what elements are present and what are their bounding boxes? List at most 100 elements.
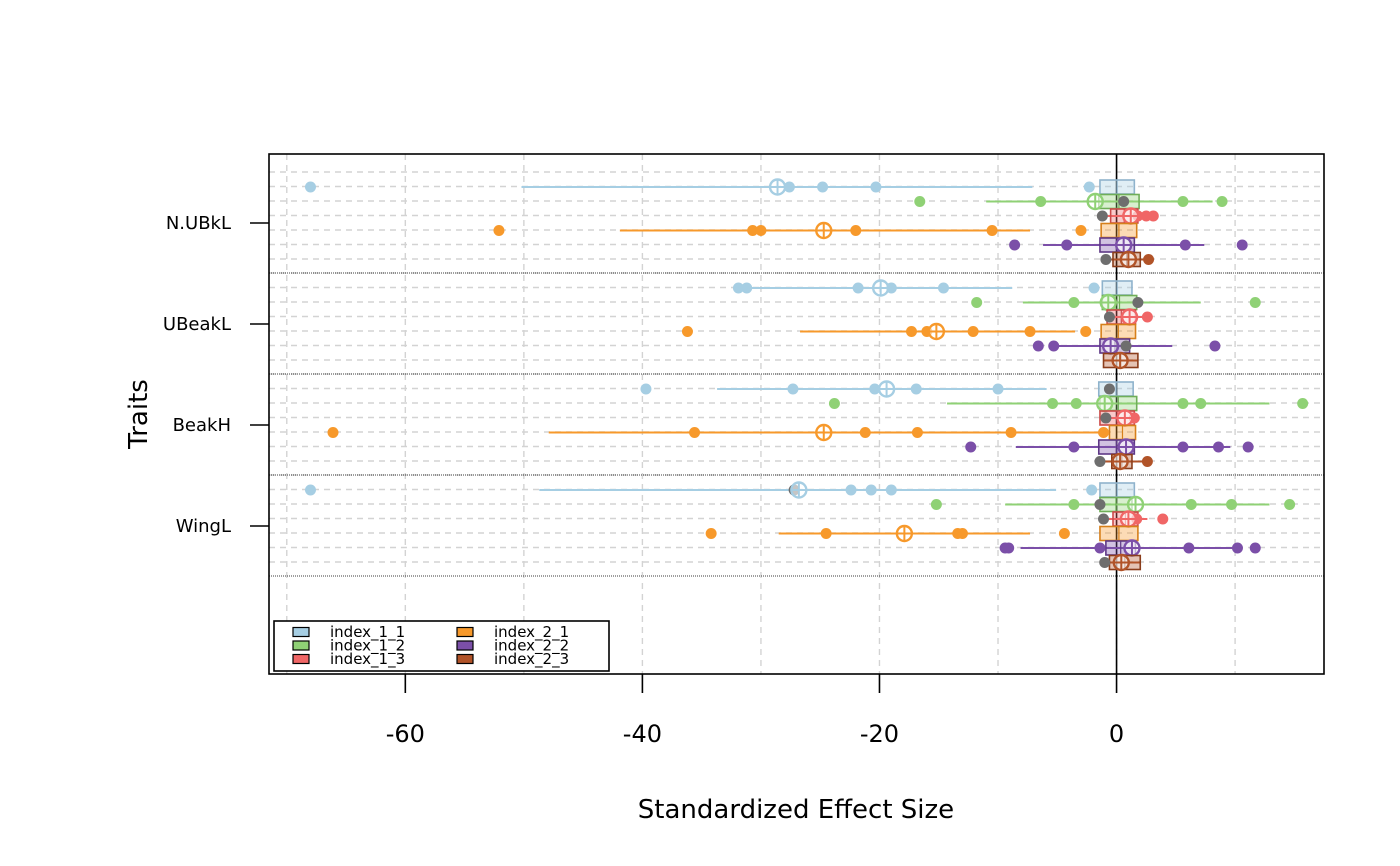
data-point <box>1068 499 1080 510</box>
row-UBeakL-index_2_1 <box>681 322 1137 341</box>
legend-box <box>273 620 610 672</box>
data-point <box>817 181 829 193</box>
row-BeakH-index_2_2 <box>965 438 1254 456</box>
data-point <box>783 181 795 193</box>
data-point <box>1226 499 1238 510</box>
legend-swatch-index_2_2 <box>456 640 474 651</box>
data-point <box>1177 398 1189 409</box>
data-point <box>956 528 968 539</box>
legend-swatch-index_2_1 <box>456 626 474 638</box>
data-point <box>971 297 983 308</box>
extra-point <box>1094 499 1106 510</box>
legend-swatch-index_2_3 <box>456 653 474 665</box>
row-N.UBkL-index_1_1 <box>304 178 1136 196</box>
extra-point <box>1096 210 1108 222</box>
data-point <box>859 427 871 438</box>
legend-swatch-index_1_1 <box>292 626 310 638</box>
data-point <box>1284 499 1296 510</box>
row-WingL-index_1_1 <box>304 481 1136 499</box>
data-point <box>820 528 832 539</box>
row-N.UBkL-index_1_2 <box>914 192 1228 211</box>
row-N.UBkL-index_1_3 <box>1096 207 1159 225</box>
data-point <box>689 427 701 438</box>
data-point <box>1147 210 1159 222</box>
data-point <box>850 225 862 236</box>
row-WingL-index_2_1 <box>705 524 1139 543</box>
data-point <box>1231 542 1243 554</box>
data-point <box>1024 326 1036 337</box>
data-point <box>845 484 857 496</box>
data-point <box>1216 196 1228 207</box>
legend-label-index_2_2: index_2_2 <box>494 637 569 656</box>
extra-point <box>1118 196 1130 207</box>
extra-point <box>1120 340 1132 352</box>
data-point <box>741 282 753 294</box>
plot-frame <box>268 153 1325 675</box>
data-point <box>1047 398 1059 409</box>
trait-label-UBeakL: UBeakL <box>163 314 231 335</box>
row-BeakH-index_2_3 <box>1094 452 1153 471</box>
legend-label-index_2_1: index_2_1 <box>494 623 569 642</box>
data-point <box>1297 398 1309 409</box>
legend-label-index_2_3: index_2_3 <box>494 650 569 669</box>
data-point <box>986 225 998 236</box>
extra-point <box>1100 254 1112 265</box>
legend-swatch-index_1_3 <box>292 653 310 665</box>
extra-point <box>1100 412 1112 424</box>
row-N.UBkL-index_2_3 <box>1100 250 1155 269</box>
data-point <box>1075 225 1087 236</box>
extra-point <box>1094 456 1106 467</box>
trait-label-BeakH: BeakH <box>173 415 231 436</box>
row-WingL-index_2_3 <box>1099 553 1142 572</box>
row-WingL-index_1_3 <box>1098 510 1169 528</box>
data-point <box>1068 441 1080 453</box>
data-point <box>828 398 840 409</box>
data-point <box>1032 340 1044 352</box>
data-point <box>1094 542 1106 554</box>
data-point <box>885 484 897 496</box>
data-point <box>1143 254 1155 265</box>
data-point <box>1061 239 1073 251</box>
data-point <box>1088 282 1100 294</box>
data-point <box>869 383 881 395</box>
data-point <box>640 383 652 395</box>
data-point <box>1249 542 1261 554</box>
data-point <box>1236 239 1248 251</box>
x-axis: -60 -40 -20 0 <box>386 674 1124 748</box>
x-tick-label: -60 <box>386 720 425 748</box>
data-point <box>865 484 877 496</box>
data-point <box>1213 441 1224 453</box>
data-point <box>1183 542 1195 554</box>
extra-point <box>1098 513 1110 525</box>
data-point <box>1005 427 1017 438</box>
row-N.UBkL-index_2_1 <box>493 221 1138 240</box>
row-BeakH-index_1_3 <box>1099 409 1140 427</box>
data-point <box>905 326 917 337</box>
row-UBeakL-index_2_2 <box>1032 337 1221 355</box>
data-point <box>1157 513 1169 525</box>
extra-point <box>1099 557 1111 568</box>
data-point <box>493 225 505 236</box>
row-UBeakL-index_1_1 <box>732 279 1133 297</box>
data-point <box>1177 441 1189 453</box>
data-point <box>755 225 767 236</box>
data-point <box>1141 456 1153 467</box>
data-point <box>1009 239 1021 251</box>
data-point <box>747 225 759 236</box>
row-BeakH-index_2_1 <box>327 423 1137 442</box>
data-point <box>870 181 882 193</box>
data-point <box>911 427 923 438</box>
data-point <box>1086 484 1098 496</box>
trait-label-WingL: WingL <box>176 516 231 537</box>
row-BeakH-index_1_1 <box>640 380 1134 398</box>
x-axis-title: Standardized Effect Size <box>638 795 954 825</box>
x-tick-label: -20 <box>860 720 899 748</box>
data-point <box>1080 326 1092 337</box>
y-axis-title: Traits <box>124 379 154 450</box>
row-WingL-index_2_2 <box>999 539 1261 557</box>
y-axis: N.UBkL UBeakL BeakH WingL <box>163 213 269 537</box>
extra-point <box>1103 311 1115 323</box>
trait-label-N.UBkL: N.UBkL <box>166 213 231 234</box>
data-point <box>1185 499 1197 510</box>
